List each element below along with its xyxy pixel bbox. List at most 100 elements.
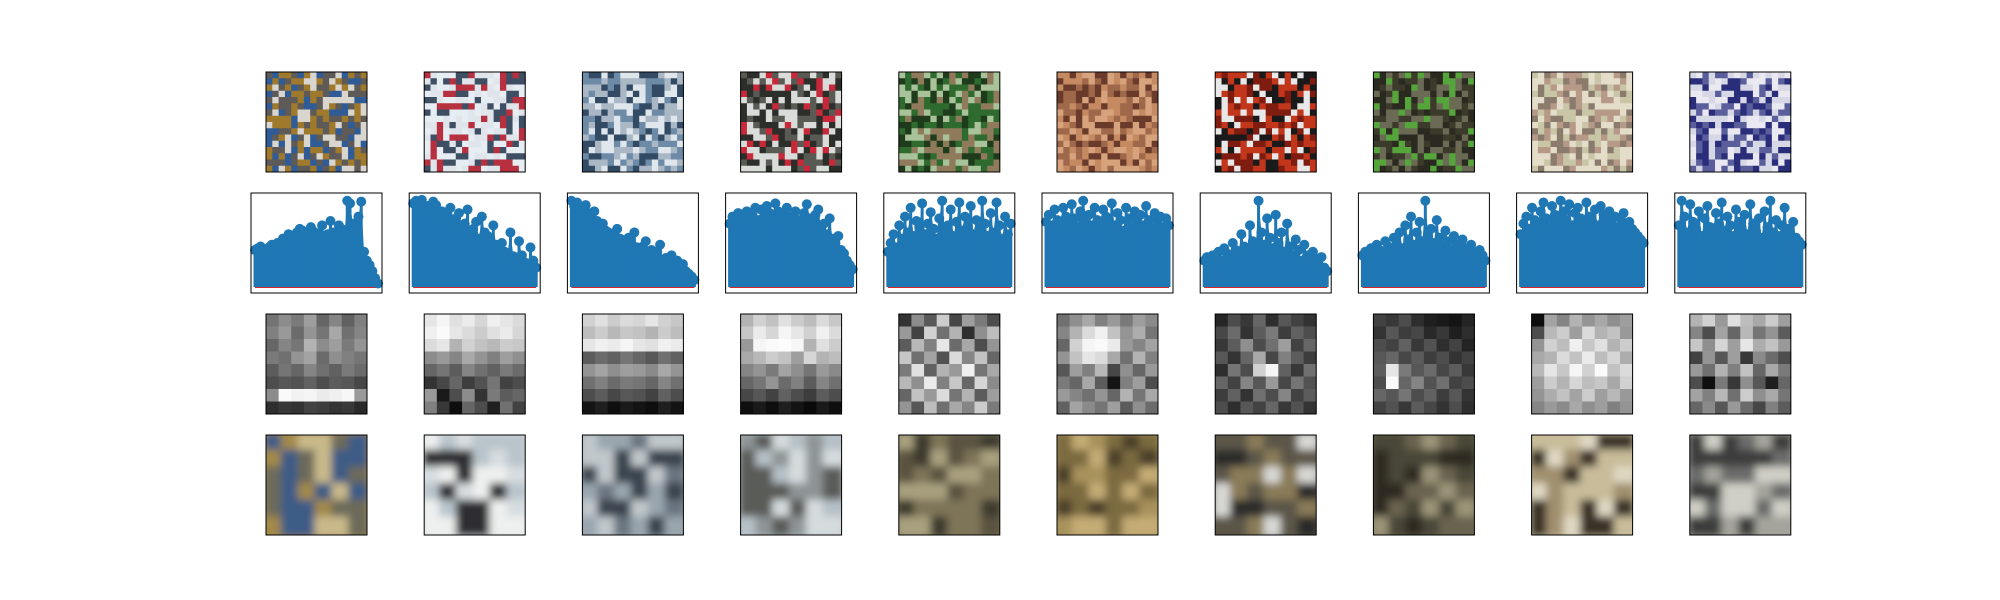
image-pixel — [1727, 78, 1735, 85]
map-cell — [1619, 401, 1633, 415]
image-pixel — [449, 109, 457, 117]
image-pixel — [278, 147, 286, 154]
map-cell — [1386, 339, 1400, 352]
stem-marker — [1618, 208, 1629, 219]
image-pixel — [1398, 115, 1406, 123]
image-pixel — [1094, 84, 1102, 92]
image-pixel — [493, 84, 501, 92]
image-pixel — [430, 78, 438, 85]
image-pixel — [518, 159, 526, 167]
blur-patch — [1421, 516, 1443, 535]
image-pixel — [664, 140, 672, 148]
image-pixel — [1101, 140, 1108, 148]
image-pixel — [1423, 109, 1431, 117]
stem-plot-panel — [1041, 192, 1174, 294]
blur-patch — [1405, 499, 1426, 521]
image-pixel — [1259, 140, 1267, 148]
image-pixel — [1721, 115, 1729, 123]
map-cell — [1594, 389, 1608, 402]
grayscale-map-panel — [1214, 313, 1317, 415]
image-pixel — [348, 159, 355, 167]
image-pixel — [487, 115, 495, 123]
image-pixel — [506, 72, 513, 79]
image-pixel — [1461, 153, 1469, 160]
image-pixel — [1544, 78, 1551, 85]
image-pixel — [1544, 122, 1551, 129]
image-pixel — [1778, 153, 1785, 160]
image-pixel — [917, 153, 925, 160]
image-pixel — [468, 165, 476, 173]
image-pixel — [1784, 103, 1792, 110]
image-pixel — [822, 140, 830, 148]
image-pixel — [974, 109, 982, 117]
image-pixel — [1379, 165, 1387, 173]
image-pixel — [291, 153, 298, 160]
map-cell — [658, 326, 672, 340]
image-pixel — [1392, 153, 1400, 160]
image-pixel — [493, 147, 501, 154]
blur-patch — [755, 516, 777, 535]
image-pixel — [1221, 103, 1229, 110]
image-pixel — [310, 165, 317, 173]
image-pixel — [993, 109, 1001, 117]
image-pixel — [1101, 122, 1108, 129]
image-pixel — [1253, 134, 1260, 142]
blur-patch — [280, 499, 302, 521]
image-pixel — [791, 72, 798, 79]
map-cell — [670, 314, 684, 327]
image-pixel — [1613, 109, 1621, 117]
image-pixel — [620, 122, 627, 129]
blur-patch — [1373, 449, 1393, 471]
image-pixel — [1759, 115, 1766, 123]
image-pixel — [1069, 84, 1077, 92]
image-pixel — [917, 165, 925, 173]
image-pixel — [1601, 134, 1608, 142]
map-cell — [1582, 364, 1596, 377]
image-pixel — [1449, 84, 1456, 92]
image-pixel — [1290, 140, 1298, 148]
image-pixel — [835, 115, 842, 123]
map-cell — [816, 401, 830, 415]
image-pixel — [1721, 90, 1729, 98]
map-cell — [987, 326, 1001, 340]
image-pixel — [316, 147, 324, 154]
panel-frame — [423, 71, 526, 173]
image-pixel — [303, 109, 311, 117]
image-pixel — [1234, 147, 1241, 154]
image-pixel — [1309, 140, 1317, 148]
image-pixel — [924, 90, 931, 98]
image-pixel — [1727, 115, 1735, 123]
blur-patch — [1230, 435, 1251, 454]
image-pixel — [778, 153, 786, 160]
image-pixel — [778, 115, 786, 123]
image-pixel — [1373, 147, 1381, 154]
image-pixel — [1373, 97, 1381, 104]
panel-frame — [1056, 71, 1159, 173]
stem-marker — [1164, 220, 1174, 231]
image-pixel — [1057, 140, 1064, 148]
image-pixel — [1284, 90, 1292, 98]
image-pixel — [772, 97, 779, 104]
stem-marker — [1264, 232, 1275, 243]
image-pixel — [1278, 134, 1286, 142]
image-pixel — [1246, 159, 1254, 167]
map-cell — [1253, 401, 1267, 415]
image-pixel — [1417, 134, 1425, 142]
map-cell — [329, 351, 343, 365]
image-pixel — [1088, 72, 1096, 79]
stem-marker — [905, 202, 916, 213]
image-pixel — [1063, 84, 1071, 92]
map-cell — [1778, 351, 1792, 365]
map-cell — [1556, 351, 1570, 365]
stem-marker — [1005, 218, 1016, 229]
map-cell — [354, 351, 368, 365]
image-pixel — [360, 84, 368, 92]
image-pixel — [1771, 78, 1779, 85]
image-pixel — [1689, 72, 1697, 79]
image-pixel — [518, 134, 526, 142]
image-pixel — [1727, 90, 1735, 98]
image-pixel — [1740, 165, 1748, 173]
map-cell — [778, 314, 792, 327]
map-cell — [1265, 389, 1279, 402]
map-cell — [791, 314, 805, 327]
